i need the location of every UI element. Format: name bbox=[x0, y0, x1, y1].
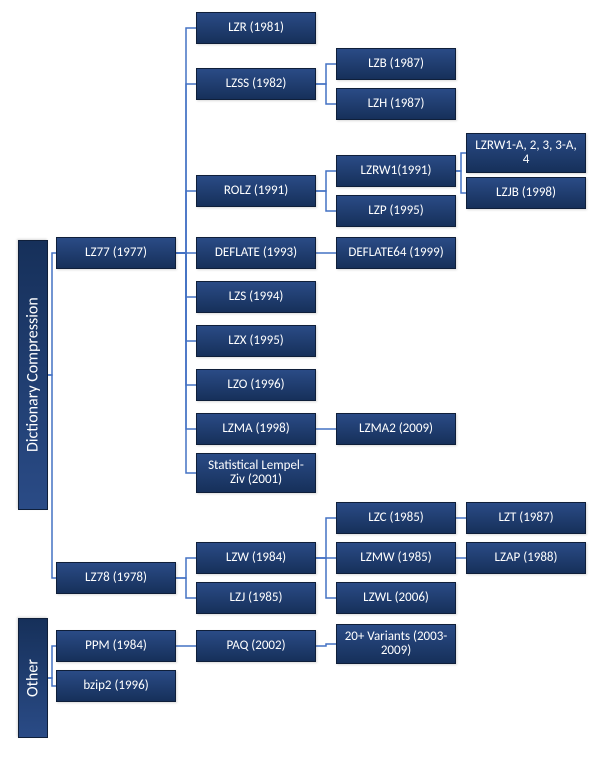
node-lzo: LZO (1996) bbox=[196, 369, 316, 401]
node-label: PAQ (2002) bbox=[226, 639, 285, 653]
edge-lz77-lzma bbox=[176, 253, 196, 429]
node-label: DEFLATE (1993) bbox=[215, 246, 297, 260]
node-paq: PAQ (2002) bbox=[196, 630, 316, 662]
node-label: LZR (1981) bbox=[228, 21, 284, 35]
node-lzss: LZSS (1982) bbox=[196, 68, 316, 100]
edge-lzrw1-lzjb bbox=[456, 171, 466, 193]
edge-lzrw1-lzrw1a bbox=[456, 153, 466, 171]
node-label: LZMW (1985) bbox=[360, 551, 431, 565]
edge-rolz-lzp bbox=[316, 191, 336, 211]
edge-paq-paqvar bbox=[316, 644, 336, 646]
compression-tree-diagram: Dictionary Compression Other LZ77 (1977) LZ… bbox=[0, 0, 609, 766]
node-label: LZH (1987) bbox=[368, 97, 425, 111]
edge-lzss-lzh bbox=[316, 84, 336, 104]
node-lzmw: LZMW (1985) bbox=[336, 542, 456, 574]
node-lzr: LZR (1981) bbox=[196, 12, 316, 44]
edge-lz77-lzx bbox=[176, 253, 196, 341]
node-lzwl: LZWL (2006) bbox=[336, 582, 456, 614]
node-lzj: LZJ (1985) bbox=[196, 582, 316, 614]
edge-lz77-slz bbox=[176, 253, 196, 473]
node-label: LZWL (2006) bbox=[363, 591, 429, 605]
node-lzap: LZAP (1988) bbox=[466, 542, 586, 574]
node-label: LZX (1995) bbox=[228, 334, 283, 348]
node-label: LZW (1984) bbox=[226, 551, 286, 565]
node-label: LZMA (1998) bbox=[222, 422, 289, 436]
node-lzt: LZT (1987) bbox=[466, 502, 586, 534]
node-label: LZ77 (1977) bbox=[85, 246, 147, 260]
edge-other-bzip2 bbox=[48, 678, 56, 686]
node-deflate: DEFLATE (1993) bbox=[196, 237, 316, 269]
node-lzjb: LZJB (1998) bbox=[466, 177, 586, 209]
node-lzs: LZS (1994) bbox=[196, 281, 316, 313]
node-label: LZAP (1988) bbox=[495, 551, 558, 565]
node-label: 20+ Variants (2003-2009) bbox=[341, 630, 451, 659]
node-label: ROLZ (1991) bbox=[224, 184, 288, 198]
node-label: LZMA2 (2009) bbox=[359, 422, 433, 436]
node-lzma: LZMA (1998) bbox=[196, 413, 316, 445]
node-lzrw1a: LZRW1-A, 2, 3, 3-A, 4 bbox=[466, 133, 586, 173]
node-label: LZB (1987) bbox=[368, 57, 424, 71]
node-lzb: LZB (1987) bbox=[336, 48, 456, 80]
root-label-other: Other bbox=[18, 618, 48, 738]
edge-dict-lz78 bbox=[48, 375, 56, 578]
edge-rolz-lzrw1 bbox=[316, 171, 336, 191]
node-label: PPM (1984) bbox=[85, 639, 147, 653]
node-label: LZP (1995) bbox=[368, 204, 423, 218]
node-label: LZRW1-A, 2, 3, 3-A, 4 bbox=[471, 139, 581, 168]
node-lz78: LZ78 (1978) bbox=[56, 562, 176, 594]
edge-lz78-lzw bbox=[176, 558, 196, 578]
node-label: Statistical Lempel-Ziv (2001) bbox=[201, 459, 311, 488]
node-label: DEFLATE64 (1999) bbox=[348, 246, 443, 260]
edge-lz77-rolz bbox=[176, 191, 196, 253]
edge-lzss-lzb bbox=[316, 64, 336, 84]
node-slz: Statistical Lempel-Ziv (2001) bbox=[196, 453, 316, 493]
edge-dict-lz77 bbox=[48, 253, 56, 375]
node-label: LZO (1996) bbox=[227, 378, 284, 392]
edge-lz77-lzs bbox=[176, 253, 196, 297]
node-label: LZRW1(1991) bbox=[361, 164, 432, 178]
node-label: bzip2 (1996) bbox=[83, 679, 148, 693]
node-lz77: LZ77 (1977) bbox=[56, 237, 176, 269]
node-lzc: LZC (1985) bbox=[336, 502, 456, 534]
root-label-dict: Dictionary Compression bbox=[18, 240, 48, 510]
node-label: LZJB (1998) bbox=[496, 186, 556, 200]
node-lzp: LZP (1995) bbox=[336, 195, 456, 227]
node-lzrw1: LZRW1(1991) bbox=[336, 155, 456, 187]
node-label: LZSS (1982) bbox=[226, 77, 287, 91]
node-lzx: LZX (1995) bbox=[196, 325, 316, 357]
node-lzma2: LZMA2 (2009) bbox=[336, 413, 456, 445]
edge-lzw-lzc bbox=[316, 518, 336, 558]
edge-lz77-lzo bbox=[176, 253, 196, 385]
node-d64: DEFLATE64 (1999) bbox=[336, 237, 456, 269]
node-bzip2: bzip2 (1996) bbox=[56, 670, 176, 702]
node-label: LZC (1985) bbox=[368, 511, 424, 525]
node-label: LZ78 (1978) bbox=[85, 571, 147, 585]
node-label: LZT (1987) bbox=[498, 511, 553, 525]
edge-lz77-lzr bbox=[176, 28, 196, 253]
node-lzw: LZW (1984) bbox=[196, 542, 316, 574]
node-label: LZS (1994) bbox=[229, 290, 284, 304]
node-paqvar: 20+ Variants (2003-2009) bbox=[336, 624, 456, 664]
edge-lzw-lzwl bbox=[316, 558, 336, 598]
edge-lz78-lzj bbox=[176, 578, 196, 598]
edge-lz77-lzss bbox=[176, 84, 196, 253]
node-rolz: ROLZ (1991) bbox=[196, 175, 316, 207]
edge-other-ppm bbox=[48, 646, 56, 678]
node-ppm: PPM (1984) bbox=[56, 630, 176, 662]
node-label: LZJ (1985) bbox=[230, 591, 283, 605]
node-lzh: LZH (1987) bbox=[336, 88, 456, 120]
